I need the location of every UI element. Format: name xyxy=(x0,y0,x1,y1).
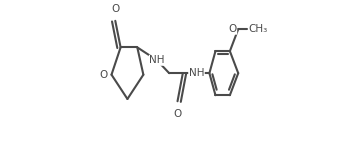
Text: NH: NH xyxy=(189,68,204,78)
Text: O: O xyxy=(99,70,107,80)
Text: O: O xyxy=(111,4,119,14)
Text: NH: NH xyxy=(149,55,165,65)
Text: O: O xyxy=(174,108,182,119)
Text: O: O xyxy=(228,24,237,34)
Text: CH₃: CH₃ xyxy=(248,24,267,34)
